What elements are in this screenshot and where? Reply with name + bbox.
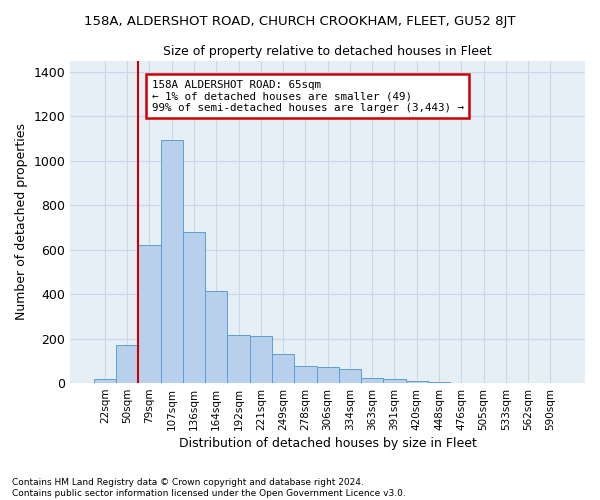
Y-axis label: Number of detached properties: Number of detached properties — [15, 124, 28, 320]
Bar — [138, 245, 161, 383]
Bar — [94, 378, 116, 383]
Bar — [250, 336, 272, 383]
Bar — [116, 346, 138, 383]
Bar — [294, 366, 317, 383]
Bar — [361, 378, 383, 383]
Bar — [183, 232, 205, 383]
Bar — [339, 368, 361, 383]
Bar — [272, 354, 294, 383]
Bar — [406, 381, 428, 383]
Bar — [161, 140, 183, 383]
Bar — [205, 291, 227, 383]
Text: Contains HM Land Registry data © Crown copyright and database right 2024.
Contai: Contains HM Land Registry data © Crown c… — [12, 478, 406, 498]
X-axis label: Distribution of detached houses by size in Fleet: Distribution of detached houses by size … — [179, 437, 476, 450]
Text: 158A ALDERSHOT ROAD: 65sqm
← 1% of detached houses are smaller (49)
99% of semi-: 158A ALDERSHOT ROAD: 65sqm ← 1% of detac… — [152, 80, 464, 112]
Title: Size of property relative to detached houses in Fleet: Size of property relative to detached ho… — [163, 45, 492, 58]
Bar — [317, 368, 339, 383]
Bar — [227, 335, 250, 383]
Bar — [383, 378, 406, 383]
Bar — [428, 382, 450, 383]
Text: 158A, ALDERSHOT ROAD, CHURCH CROOKHAM, FLEET, GU52 8JT: 158A, ALDERSHOT ROAD, CHURCH CROOKHAM, F… — [84, 15, 516, 28]
